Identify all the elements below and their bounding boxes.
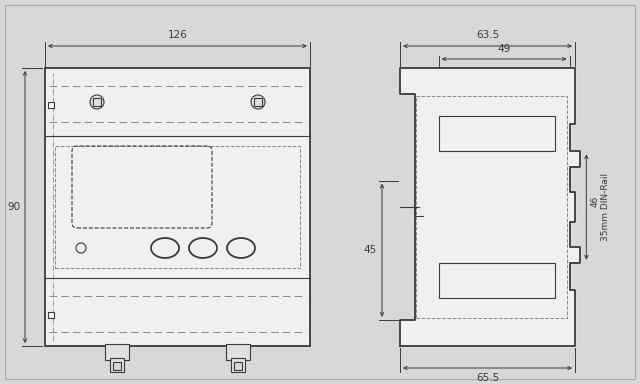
Bar xyxy=(439,116,555,151)
Text: 63.5: 63.5 xyxy=(476,30,499,40)
Bar xyxy=(234,362,242,370)
Text: 35mm DIN-Rail: 35mm DIN-Rail xyxy=(600,173,609,241)
Circle shape xyxy=(90,95,104,109)
Text: 90: 90 xyxy=(7,202,20,212)
Bar xyxy=(48,102,54,108)
Bar xyxy=(113,362,121,370)
Bar xyxy=(254,98,262,106)
Bar xyxy=(55,146,300,268)
Text: 45: 45 xyxy=(364,245,377,255)
Text: 49: 49 xyxy=(497,44,511,54)
Text: 65.5: 65.5 xyxy=(476,373,499,383)
Bar xyxy=(93,98,101,106)
Bar xyxy=(45,68,310,346)
Circle shape xyxy=(251,95,265,109)
Polygon shape xyxy=(400,68,580,346)
Bar xyxy=(110,358,124,372)
Bar xyxy=(105,344,129,360)
Text: 126: 126 xyxy=(168,30,188,40)
Bar xyxy=(439,263,555,298)
Bar xyxy=(226,344,250,360)
Bar xyxy=(48,312,54,318)
Bar xyxy=(231,358,245,372)
Text: 46: 46 xyxy=(591,195,600,207)
